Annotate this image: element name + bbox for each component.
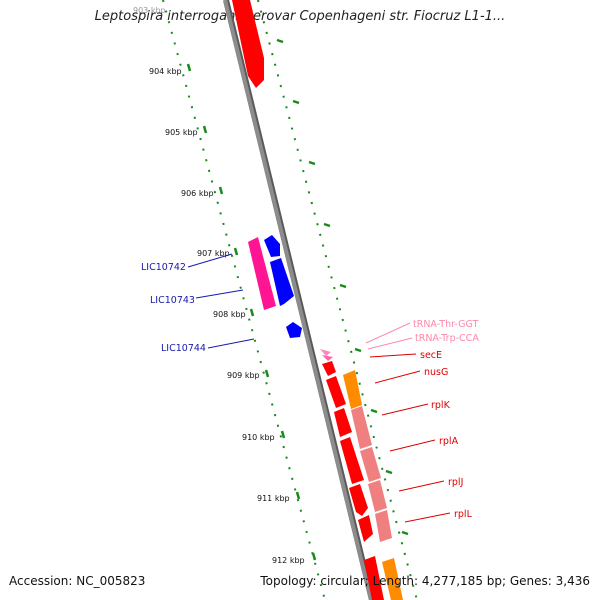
pink-feature — [360, 447, 381, 482]
kbp-ticks-right — [276, 38, 409, 536]
gene-label-LIC10744: LIC10744 — [161, 343, 206, 354]
rrna-feature — [382, 558, 403, 600]
pink-feature — [351, 406, 372, 449]
rrna-feature — [343, 370, 362, 409]
backbone — [223, 0, 373, 600]
gene-label-rplA: rplA — [439, 436, 459, 447]
genome-summary: Topology: circular; Length: 4,277,185 bp… — [260, 574, 590, 588]
cds-feature-LIC10742 — [248, 237, 276, 310]
cds-feature-LIC10744 — [286, 322, 302, 338]
trna-feature — [320, 349, 331, 356]
cds-feature-rplJ — [349, 484, 368, 516]
kbp-label: 909 kbp — [227, 371, 260, 380]
gene-label-nusG: nusG — [424, 367, 448, 378]
gene-label-rplK: rplK — [431, 400, 451, 411]
gene-label-tRNA-Trp: tRNA-Trp-CCA — [415, 333, 479, 344]
cds-feature-rplK — [334, 408, 352, 437]
gene-label-LIC10742: LIC10742 — [141, 262, 186, 273]
cds-feature-rplL — [358, 515, 373, 542]
gene-label-rplJ: rplJ — [448, 477, 463, 488]
gene-label-rplL: rplL — [454, 509, 473, 520]
gene-label-tRNA-Thr: tRNA-Thr-GGT — [413, 319, 479, 330]
trna-feature — [322, 355, 333, 361]
pink-feature — [375, 510, 392, 542]
kbp-label: 908 kbp — [213, 310, 246, 319]
kbp-ticks-left — [186, 63, 317, 561]
kbp-label: 907 kbp — [197, 249, 230, 258]
cds-feature-LIC10743b — [270, 258, 294, 306]
kbp-label: 903 kbp — [133, 6, 166, 15]
pink-feature — [368, 480, 387, 512]
label-connectors — [187, 253, 451, 523]
cds-feature-secE — [322, 361, 336, 376]
kbp-label: 905 kbp — [165, 128, 198, 137]
gene-label-secE: secE — [420, 350, 442, 361]
kbp-label: 911 kbp — [257, 494, 290, 503]
cds-feature-LIC10743 — [264, 235, 280, 257]
kbp-label: 906 kbp — [181, 189, 214, 198]
kbp-label: 910 kbp — [242, 433, 275, 442]
cds-feature-nusG — [326, 376, 346, 408]
kbp-label: 904 kbp — [149, 67, 182, 76]
gene-label-LIC10743: LIC10743 — [150, 295, 195, 306]
accession-label: Accession: NC_005823 — [9, 574, 146, 588]
cds-feature — [232, 0, 264, 88]
cds-feature — [364, 556, 384, 600]
map-title: Leptospira interrogans serovar Copenhage… — [94, 9, 506, 24]
cds-feature-rplA — [340, 437, 364, 484]
gc-track-left — [162, 0, 326, 600]
gc-track-right — [257, 0, 418, 600]
kbp-label: 912 kbp — [272, 556, 305, 565]
